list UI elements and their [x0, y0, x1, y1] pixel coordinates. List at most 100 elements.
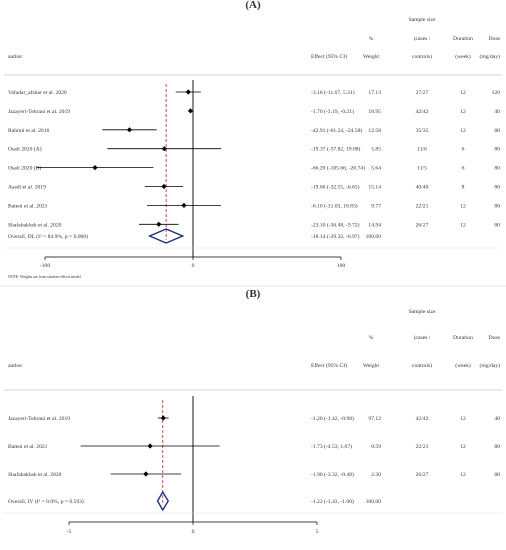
overall-ci-text: -18.14 (-29.32, -6.97): [311, 233, 360, 240]
study-duration: 12: [460, 472, 466, 478]
study-duration: 12: [460, 128, 466, 134]
study-ci-text: -19.37 (-57.82, 19.08): [311, 146, 361, 153]
study-dose: 80: [494, 472, 500, 478]
overall-diamond: [147, 228, 185, 244]
study-weight: 9.77: [371, 203, 381, 209]
study-sample: 40/40: [416, 185, 429, 191]
x-tick-label: -100: [40, 263, 50, 269]
study-weight: 5.64: [371, 166, 381, 172]
study-ci-text: -1.70 (-3.19, -0.21): [311, 108, 354, 115]
header-duration: Duration: [453, 335, 473, 341]
overall-weight: 100.00: [366, 234, 382, 240]
x-tick-label: 100: [337, 263, 346, 269]
study-point: [161, 146, 167, 152]
header-effect: Effect (95% CI): [311, 362, 347, 369]
panel-label: (B): [246, 288, 261, 300]
study-dose: 80: [494, 222, 500, 228]
header-dose-unit: (mg/day): [479, 53, 500, 60]
study-sample: 42/42: [416, 416, 429, 422]
study-sample: 35/35: [416, 128, 429, 134]
study-duration: 12: [460, 203, 466, 209]
study-duration: 12: [460, 444, 466, 450]
study-duration: 12: [460, 222, 466, 228]
study-author: Asadi et al. 2019: [8, 185, 46, 191]
study-sample: 26/27: [416, 472, 429, 478]
header-dose: Dose: [489, 36, 501, 42]
study-point: [181, 202, 187, 208]
study-sample: 42/42: [416, 109, 429, 115]
study-duration: 12: [460, 90, 466, 96]
study-duration: 6: [462, 147, 465, 153]
x-tick-label: 0: [192, 529, 195, 535]
study-weight: 2.30: [371, 472, 381, 478]
x-tick-label: 0: [192, 263, 195, 269]
study-weight: 5.85: [371, 147, 381, 153]
study-author: Vafadar_afshar et al. 2020: [8, 89, 67, 96]
weights-note: NOTE: Weights are from random-effects mo…: [8, 275, 81, 279]
study-point: [187, 108, 194, 114]
study-author: Jazayeri-Tehrani et al. 2019: [8, 109, 70, 115]
study-ci-text: -42.91 (-61.24, -24.58): [311, 127, 362, 134]
study-sample: 26/27: [416, 222, 429, 228]
study-point: [143, 471, 149, 477]
header-dose-unit: (mg/day): [479, 362, 500, 369]
forest-panel-a: (A) Sample size% (cases / Duration Dose autho…: [0, 0, 506, 287]
header-author: author: [8, 363, 22, 369]
panel-label: (A): [245, 0, 261, 11]
header-effect: Effect (95% CI): [311, 53, 347, 60]
study-dose: 80: [494, 166, 500, 172]
study-ci-text: -1.90 (-3.32, -0.48): [311, 471, 354, 478]
study-author: Shafabakhsh et al. 2020: [8, 471, 62, 478]
study-duration: 12: [460, 416, 466, 422]
header-duration: Duration: [453, 36, 473, 42]
study-ci-text: -19.60 (-32.55, -6.65): [311, 184, 360, 191]
study-dose: 40: [494, 416, 500, 422]
study-weight: 0.59: [371, 444, 381, 450]
header-cases: (cases /: [414, 35, 431, 42]
study-ci-text: -6.10 (-31.03, 18.83): [311, 202, 358, 209]
header-controls: controls): [412, 362, 432, 369]
x-tick-label: 5: [316, 529, 319, 535]
study-point: [161, 183, 167, 190]
study-dose: 40: [494, 109, 500, 115]
header-sample-size: Sample size: [409, 309, 436, 315]
header-dose: Dose: [489, 335, 501, 341]
study-author: Shafabakhsh et al. 2020: [8, 221, 62, 228]
overall-label: Overall, DL (I² = 84.9%, p = 0.000): [8, 233, 88, 240]
study-sample: 22/21: [416, 444, 429, 450]
study-author: Bateni et al. 2021: [8, 203, 48, 209]
study-duration: 8: [462, 185, 465, 191]
study-point: [126, 127, 133, 133]
header-weight: Weight: [363, 363, 379, 369]
study-dose: 120: [492, 90, 501, 96]
study-author: Bateni et al. 2021: [8, 444, 48, 450]
study-weight: 97.12: [368, 416, 381, 422]
header-percent: %: [369, 36, 374, 42]
study-sample: 11/6: [417, 147, 427, 153]
study-ci-text: -3.18 (-11.67, 5.31): [311, 89, 355, 96]
study-author: Osali 2020 (A): [8, 146, 42, 153]
study-sample: 11/5: [417, 166, 427, 172]
study-dose: 80: [494, 128, 500, 134]
overall-diamond: [156, 490, 170, 512]
x-tick-label: -5: [67, 529, 72, 535]
header-author: author: [8, 54, 22, 60]
study-weight: 12.58: [368, 128, 381, 134]
study-duration: 6: [462, 166, 465, 172]
study-point: [185, 89, 191, 95]
study-weight: 15.14: [368, 185, 381, 191]
study-duration: 12: [460, 109, 466, 115]
study-weight: 14.94: [368, 222, 381, 228]
study-author: Rahimi et al. 2016: [8, 128, 50, 134]
header-weight: Weight: [363, 54, 379, 60]
header-cases: (cases /: [414, 334, 431, 341]
study-weight: 17.13: [368, 90, 381, 96]
study-dose: 80: [494, 203, 500, 209]
study-point: [156, 221, 162, 227]
header-duration-unit: (week): [455, 53, 471, 60]
study-ci-text: -1.73 (-4.53, 1.07): [311, 443, 352, 450]
overall-weight: 100.00: [366, 499, 382, 505]
forest-panel-b: (B) Sample size% (cases / Duration Dose autho…: [4, 288, 502, 535]
overall-ci-text: -1.22 (-1.43, -1.00): [311, 498, 354, 505]
